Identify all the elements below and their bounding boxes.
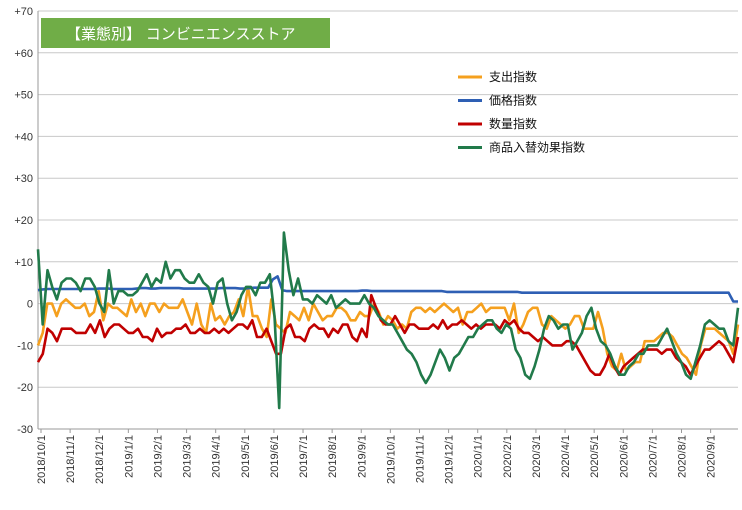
chart-title: 【業態別】 コンビニエンスストア [66,25,295,43]
y-axis-tick-labels: +70 +60 +50 +40 +30 +20 +10 0 -10 -20 -30 [14,6,33,436]
x-tick-label: 2020/6/1 [618,435,630,478]
chart-title-box [41,18,330,48]
y-tick-label: -10 [17,340,33,352]
y-tick-label: +20 [14,215,33,227]
y-tick-label: 0 [27,299,33,311]
x-tick-label: 2019/7/1 [298,435,310,478]
x-tick-label: 2018/12/1 [94,435,106,484]
x-tick-label: 2019/1/1 [123,435,135,478]
y-tick-label: -20 [17,382,33,394]
series-line-4 [36,231,740,410]
x-axis-tick-labels: 2018/10/1 2018/11/1 2018/12/1 2019/1/1 2019/… [36,435,718,484]
x-tick-label: 2019/2/1 [152,435,164,478]
x-tick-label: 2018/10/1 [36,435,48,484]
y-tick-label: -30 [17,424,33,436]
x-tick-label: 2019/10/1 [385,435,397,484]
y-tick-label: +10 [14,257,33,269]
y-tick-label: +30 [14,173,33,185]
series-line-1 [36,285,740,377]
y-tick-label: +60 [14,48,33,60]
x-tick-label: 2019/9/1 [356,435,368,478]
series-lines [36,231,740,410]
legend-label: 数量指数 [489,116,537,131]
x-tick-label: 2020/4/1 [560,435,572,478]
legend-label: 支出指数 [489,69,537,84]
y-tick-label: +50 [14,90,33,102]
x-tick-label: 2019/3/1 [182,435,194,478]
x-tick-label: 2018/11/1 [65,435,77,483]
x-tick-label: 2019/12/1 [444,435,456,484]
x-tick-label: 2020/7/1 [647,435,659,478]
x-tick-label: 2020/2/1 [502,435,514,478]
x-tick-label: 2019/8/1 [327,435,339,478]
y-tick-label: +40 [14,131,33,143]
x-tick-label: 2019/6/1 [269,435,281,478]
legend-label: 商品入替効果指数 [489,140,585,155]
x-tick-label: 2020/9/1 [706,435,718,478]
x-tick-label: 2020/1/1 [473,435,485,478]
x-tick-label: 2020/5/1 [589,435,601,478]
series-line-2 [37,275,738,303]
x-tick-label: 2019/5/1 [240,435,252,478]
x-tick-label: 2019/11/1 [414,435,426,483]
x-tick-label: 2019/4/1 [211,435,223,478]
x-tick-label: 2020/3/1 [531,435,543,478]
legend-label: 価格指数 [489,93,537,108]
y-tick-label: +70 [14,6,33,18]
axes [37,11,738,433]
x-tick-label: 2020/8/1 [677,435,689,478]
